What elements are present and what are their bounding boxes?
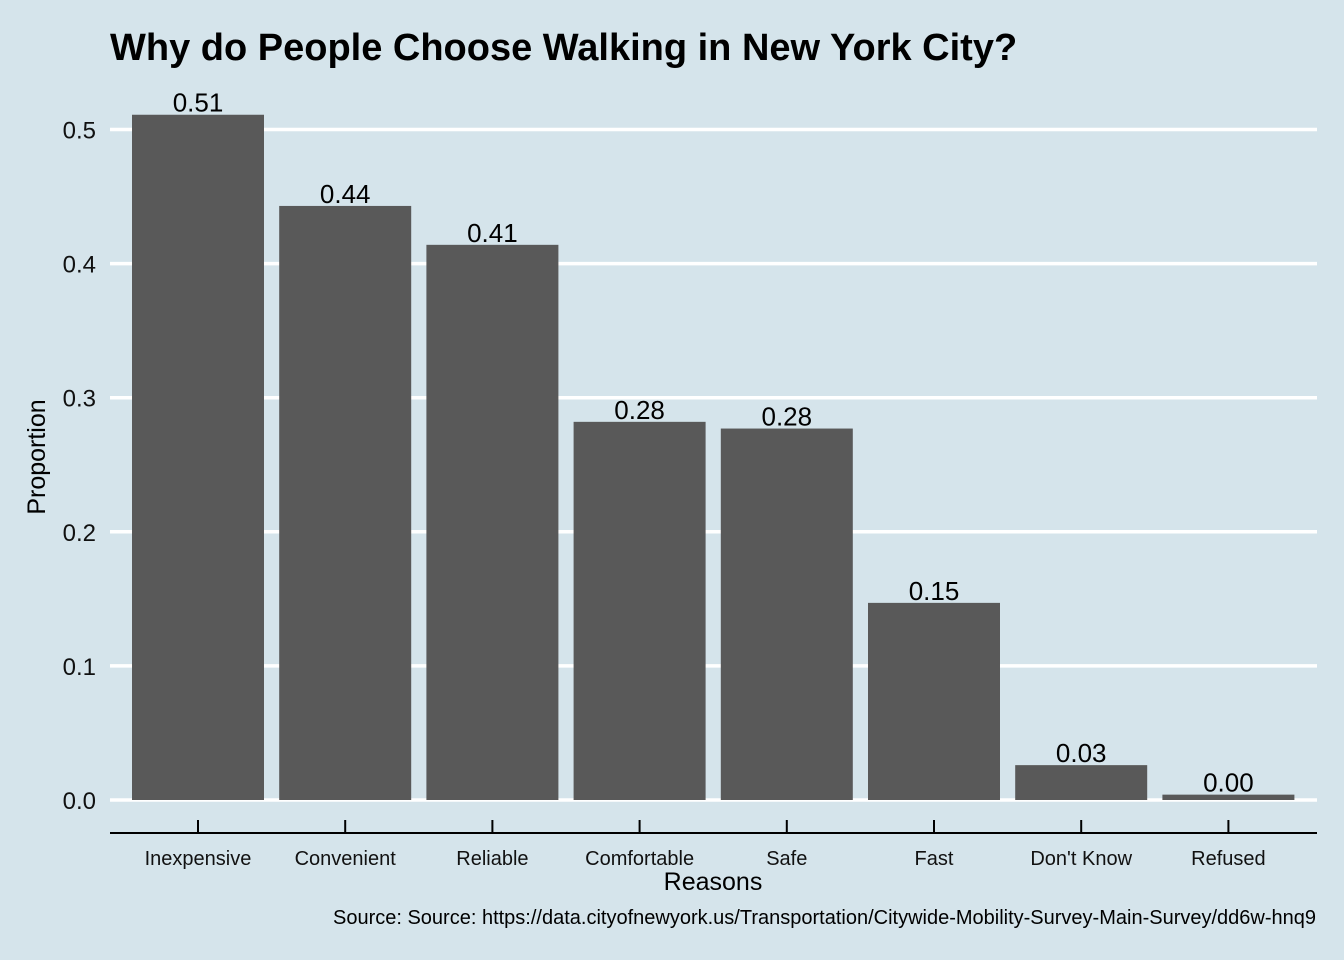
bar-value-label: 0.03	[1056, 738, 1107, 768]
chart-title: Why do People Choose Walking in New York…	[110, 27, 1017, 69]
bar-value-label: 0.44	[320, 179, 371, 209]
y-tick-label: 0.0	[63, 788, 96, 815]
x-tick-label: Don't Know	[1030, 848, 1132, 870]
bar	[868, 602, 1000, 800]
data-labels: 0.51 0.44 0.41 0.28 0.28 0.15 0.03 0.00	[173, 88, 1254, 798]
bars	[132, 114, 1295, 801]
bar	[279, 205, 412, 800]
bar	[426, 244, 559, 801]
y-tick-label: 0.4	[63, 252, 96, 279]
bar-value-label: 0.28	[614, 395, 665, 425]
bar-value-label: 0.51	[173, 88, 224, 118]
x-tick-label: Fast	[915, 848, 954, 870]
x-axis: Inexpensive Convenient Reliable Comfortable…	[110, 820, 1317, 870]
x-tick-label: Safe	[766, 848, 807, 870]
x-tick-label: Reliable	[456, 848, 528, 870]
y-tick-label: 0.3	[63, 386, 96, 413]
bar-value-label: 0.15	[909, 576, 960, 606]
x-tick-label: Convenient	[295, 848, 397, 870]
bar	[1162, 794, 1295, 800]
y-axis-title: Proportion	[23, 399, 51, 514]
bar-value-label: 0.28	[761, 402, 812, 432]
x-tick-label: Refused	[1191, 848, 1266, 870]
x-axis-title: Reasons	[664, 868, 763, 896]
y-tick-label: 0.1	[63, 654, 96, 681]
bar-value-label: 0.00	[1203, 768, 1254, 798]
y-axis: 0.0 0.1 0.2 0.3 0.4 0.5	[63, 118, 96, 816]
bar	[573, 421, 706, 800]
y-tick-label: 0.5	[63, 118, 96, 145]
bar	[720, 428, 853, 800]
x-tick-label: Inexpensive	[145, 848, 252, 870]
y-tick-label: 0.2	[63, 520, 96, 547]
bar	[1015, 765, 1148, 800]
bar-value-label: 0.41	[467, 218, 518, 248]
bar	[132, 114, 264, 800]
source-caption: Source: Source: https://data.cityofnewyo…	[333, 907, 1316, 929]
x-tick-label: Comfortable	[585, 848, 694, 870]
